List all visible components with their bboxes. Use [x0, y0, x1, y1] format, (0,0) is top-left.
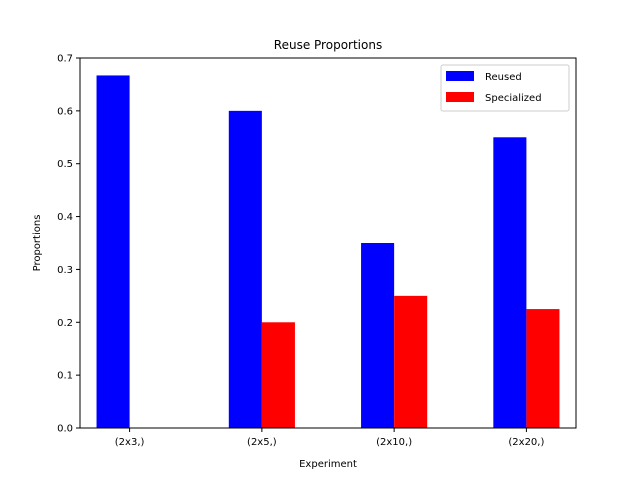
y-axis: 0.0 0.1 0.2 0.3 0.4 0.5 0.6 0.7 [57, 54, 80, 435]
bar-specialized-3 [526, 309, 560, 428]
y-tick-label: 0.5 [57, 159, 73, 170]
x-tick-label: (2x20,) [508, 437, 544, 448]
x-tick-label: (2x10,) [376, 437, 412, 448]
x-axis: (2x3,) (2x5,) (2x10,) (2x20,) [115, 428, 544, 448]
y-tick-label: 0.3 [57, 265, 73, 276]
y-tick-label: 0.4 [57, 212, 73, 223]
bar-reused-3 [493, 137, 527, 429]
legend-label-reused: Reused [485, 72, 522, 83]
y-axis-label: Proportions [32, 215, 43, 272]
y-tick-label: 0.7 [57, 54, 73, 65]
legend-label-specialized: Specialized [485, 93, 542, 104]
chart-title: Reuse Proportions [274, 38, 382, 52]
y-tick-label: 0.2 [57, 318, 73, 329]
bar-reused-2 [361, 243, 395, 428]
bar-specialized-2 [394, 295, 428, 428]
bar-specialized-1 [261, 322, 295, 428]
legend: Reused Specialized [440, 64, 570, 112]
x-tick-label: (2x3,) [115, 437, 145, 448]
legend-swatch-specialized [446, 92, 474, 102]
x-axis-label: Experiment [299, 459, 357, 470]
bar-reused-1 [228, 110, 262, 428]
plot-area-frame [79, 57, 577, 429]
y-tick-label: 0.0 [57, 424, 73, 435]
x-tick-label: (2x5,) [247, 437, 277, 448]
y-tick-label: 0.6 [57, 106, 73, 117]
bar-reused-0 [96, 75, 130, 428]
y-tick-label: 0.1 [57, 371, 73, 382]
legend-swatch-reused [446, 71, 474, 81]
bars-group [96, 75, 560, 429]
